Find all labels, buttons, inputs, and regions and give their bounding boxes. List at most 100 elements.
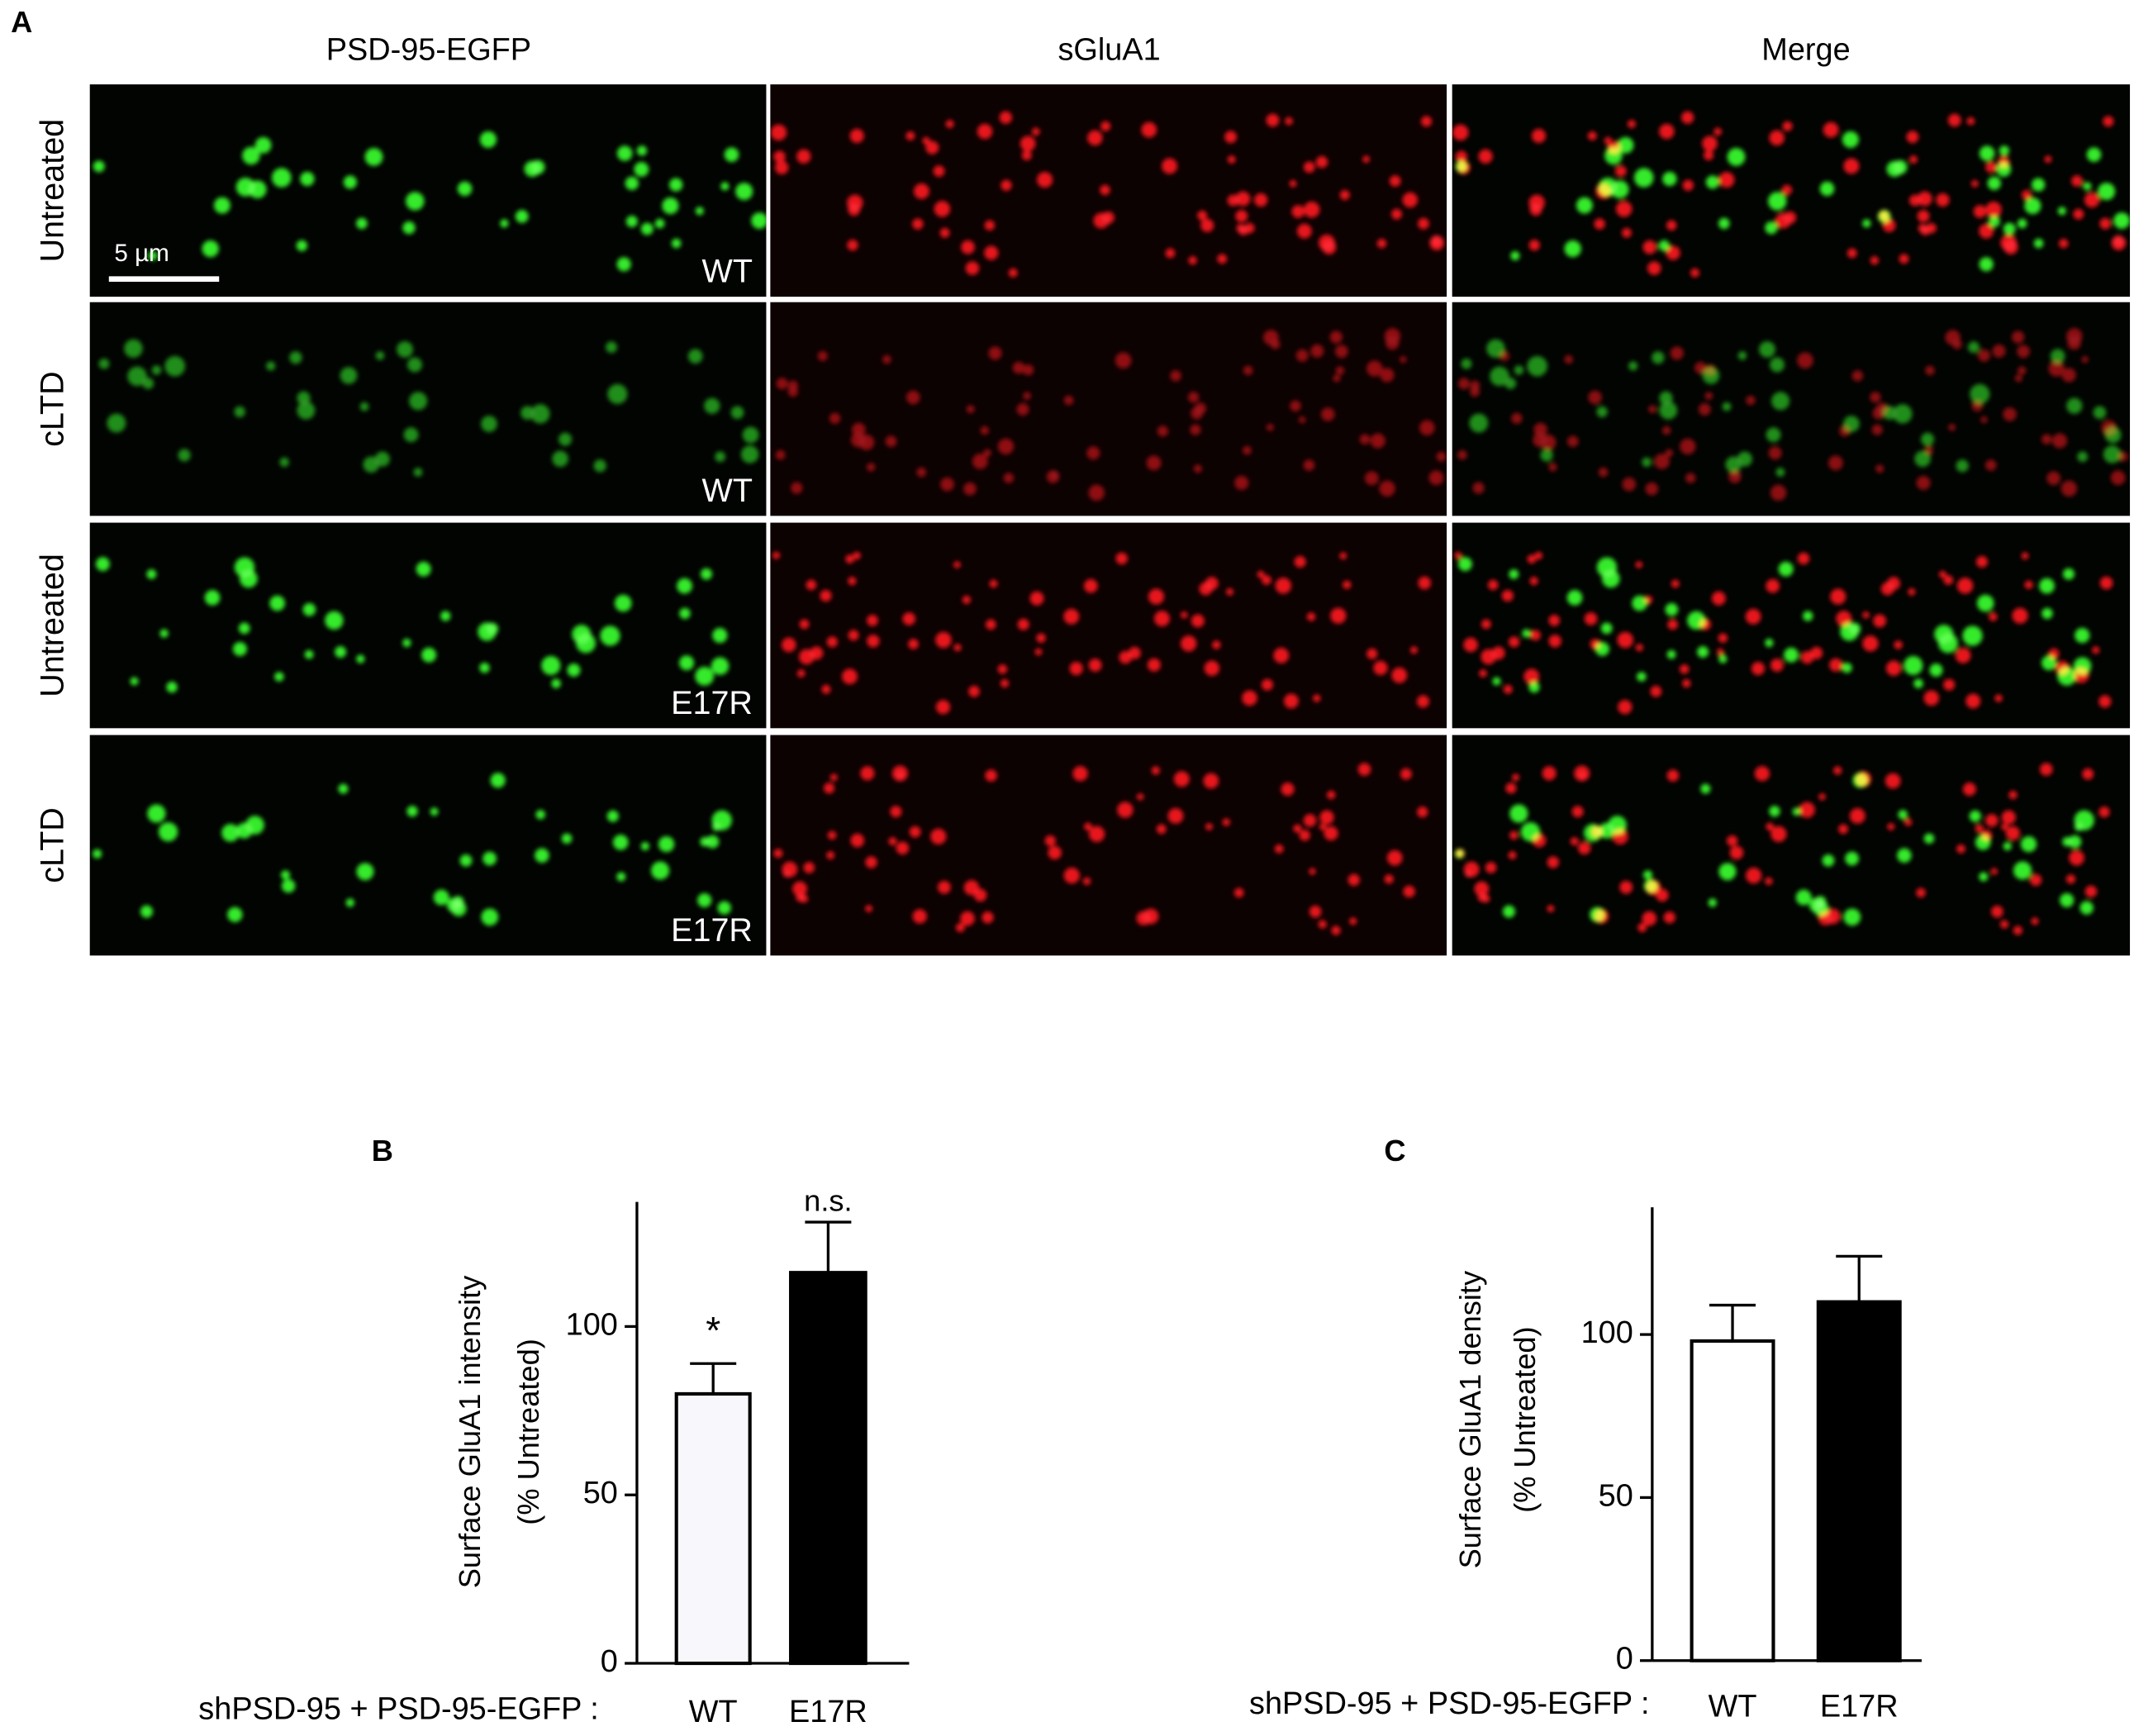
- red-punctum: [962, 595, 971, 604]
- green-punctum: [711, 657, 730, 675]
- green-punctum: [1590, 906, 1605, 923]
- red-punctum: [1457, 378, 1470, 390]
- red-punctum: [1618, 700, 1633, 715]
- red-punctum: [1254, 193, 1268, 207]
- red-punctum: [1048, 845, 1062, 860]
- red-punctum: [1023, 392, 1031, 400]
- red-punctum: [1409, 646, 1418, 654]
- red-punctum: [1770, 825, 1787, 843]
- green-punctum: [1527, 355, 1548, 377]
- red-punctum: [1100, 184, 1110, 196]
- red-punctum: [1979, 223, 1994, 239]
- red-punctum: [1567, 435, 1579, 448]
- green-punctum: [1522, 629, 1531, 638]
- red-punctum: [1017, 618, 1029, 630]
- red-punctum: [1403, 885, 1415, 898]
- red-punctum: [1619, 880, 1633, 894]
- red-punctum: [2003, 240, 2018, 254]
- green-punctum: [1584, 824, 1602, 842]
- red-punctum: [981, 911, 994, 924]
- red-punctum: [1319, 810, 1334, 825]
- red-punctum: [1347, 873, 1360, 887]
- green-punctum: [1469, 413, 1489, 433]
- red-punctum: [1978, 349, 1990, 362]
- red-punctum: [1188, 256, 1197, 265]
- red-punctum: [2065, 874, 2076, 884]
- green-punctum: [2020, 836, 2037, 853]
- green-punctum: [671, 238, 682, 249]
- red-punctum: [896, 841, 910, 855]
- green-punctum: [93, 160, 105, 173]
- green-punctum: [706, 835, 720, 849]
- puncta: [772, 551, 1432, 715]
- red-punctum: [1373, 660, 1388, 676]
- red-punctum: [1217, 254, 1228, 264]
- green-punctum: [535, 848, 549, 863]
- green-punctum: [481, 416, 497, 432]
- red-punctum: [1479, 669, 1487, 678]
- green-punctum: [479, 662, 490, 673]
- red-punctum: [1501, 589, 1514, 602]
- red-punctum: [1799, 801, 1815, 818]
- green-punctum: [340, 367, 358, 384]
- red-punctum: [1366, 648, 1378, 659]
- red-punctum: [1965, 693, 1981, 709]
- red-punctum: [1309, 905, 1322, 918]
- red-punctum: [849, 128, 864, 144]
- green-punctum: [1898, 810, 1908, 820]
- x-tick-label: WT: [689, 1695, 738, 1729]
- green-punctum: [1595, 641, 1609, 656]
- red-punctum: [989, 579, 998, 588]
- red-punctum: [1547, 905, 1555, 912]
- green-punctum: [338, 783, 349, 794]
- column-header: PSD-95-EGFP: [326, 33, 531, 68]
- red-punctum: [1234, 475, 1249, 490]
- red-punctum: [1019, 136, 1036, 152]
- red-punctum: [1181, 635, 1197, 652]
- green-punctum: [2041, 655, 2057, 671]
- micrograph: [89, 302, 767, 516]
- green-punctum: [297, 391, 311, 405]
- red-punctum: [1238, 226, 1248, 235]
- red-punctum: [827, 830, 837, 840]
- green-punctum: [1687, 611, 1706, 630]
- red-punctum: [1086, 446, 1100, 460]
- red-punctum: [860, 766, 875, 781]
- green-punctum: [669, 178, 683, 192]
- green-punctum: [479, 131, 497, 148]
- red-punctum: [1226, 587, 1234, 596]
- red-punctum: [1386, 849, 1403, 866]
- green-punctum: [616, 145, 633, 161]
- red-punctum: [2081, 355, 2089, 364]
- red-punctum: [1349, 917, 1357, 925]
- panel-letter: C: [1384, 1134, 1405, 1168]
- green-punctum: [221, 824, 240, 842]
- green-punctum: [720, 182, 730, 191]
- green-punctum: [2066, 397, 2083, 414]
- green-punctum: [1509, 568, 1519, 579]
- green-punctum: [478, 622, 497, 641]
- green-punctum: [1771, 392, 1790, 411]
- red-punctum: [1765, 877, 1773, 886]
- green-punctum: [1913, 678, 1923, 688]
- micrograph: [1452, 522, 2131, 729]
- green-punctum: [146, 568, 157, 579]
- red-punctum: [1088, 484, 1105, 502]
- green-punctum: [600, 625, 620, 646]
- red-punctum: [1313, 694, 1321, 702]
- green-punctum: [1722, 402, 1732, 411]
- green-punctum: [1697, 646, 1709, 659]
- green-punctum: [640, 222, 654, 235]
- puncta: [1454, 551, 2113, 715]
- green-punctum: [712, 627, 728, 644]
- red-punctum: [1478, 149, 1493, 164]
- green-punctum: [151, 365, 162, 375]
- green-punctum: [2073, 657, 2092, 675]
- red-punctum: [1962, 782, 1976, 797]
- red-punctum: [806, 579, 817, 591]
- y-tick-label: 0: [1616, 1642, 1633, 1677]
- green-punctum: [1843, 908, 1861, 926]
- green-punctum: [2075, 627, 2090, 644]
- green-punctum: [1795, 889, 1812, 906]
